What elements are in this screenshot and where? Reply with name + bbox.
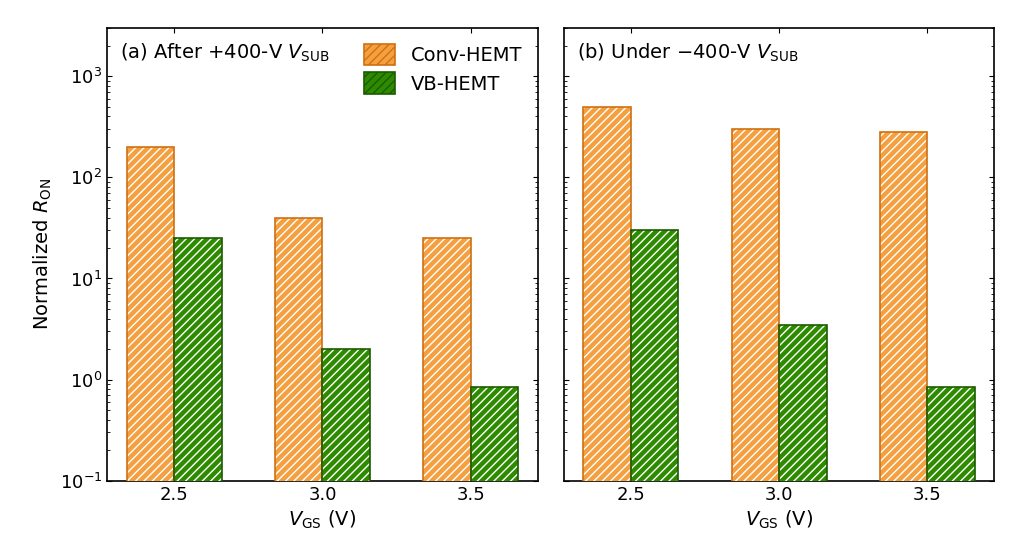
Bar	[731, 129, 779, 559]
Bar	[779, 325, 825, 559]
Bar	[779, 325, 825, 559]
Bar	[126, 147, 174, 559]
Text: (b) Under $-$400-V $\mathit{V}_{\mathrm{SUB}}$: (b) Under $-$400-V $\mathit{V}_{\mathrm{…	[576, 41, 798, 64]
Bar	[926, 387, 974, 559]
Legend: Conv-HEMT, VB-HEMT: Conv-HEMT, VB-HEMT	[358, 37, 528, 100]
Bar	[879, 132, 926, 559]
Bar	[322, 349, 370, 559]
Bar	[926, 387, 974, 559]
X-axis label: $\mathit{V}_{\mathrm{GS}}$ (V): $\mathit{V}_{\mathrm{GS}}$ (V)	[744, 509, 812, 532]
Bar	[471, 387, 518, 559]
Bar	[583, 107, 630, 559]
Bar	[423, 238, 471, 559]
Bar	[322, 349, 370, 559]
Bar	[126, 147, 174, 559]
Bar	[275, 217, 322, 559]
Bar	[630, 230, 678, 559]
Bar	[174, 238, 221, 559]
Bar	[731, 129, 779, 559]
Y-axis label: Normalized $\mathit{R}_{\mathrm{ON}}$: Normalized $\mathit{R}_{\mathrm{ON}}$	[32, 178, 54, 330]
Bar	[275, 217, 322, 559]
Text: (a) After +400-V $\mathit{V}_{\mathrm{SUB}}$: (a) After +400-V $\mathit{V}_{\mathrm{SU…	[120, 41, 329, 64]
Bar	[879, 132, 926, 559]
Bar	[423, 238, 471, 559]
X-axis label: $\mathit{V}_{\mathrm{GS}}$ (V): $\mathit{V}_{\mathrm{GS}}$ (V)	[288, 509, 357, 532]
Bar	[174, 238, 221, 559]
Bar	[583, 107, 630, 559]
Bar	[471, 387, 518, 559]
Bar	[630, 230, 678, 559]
